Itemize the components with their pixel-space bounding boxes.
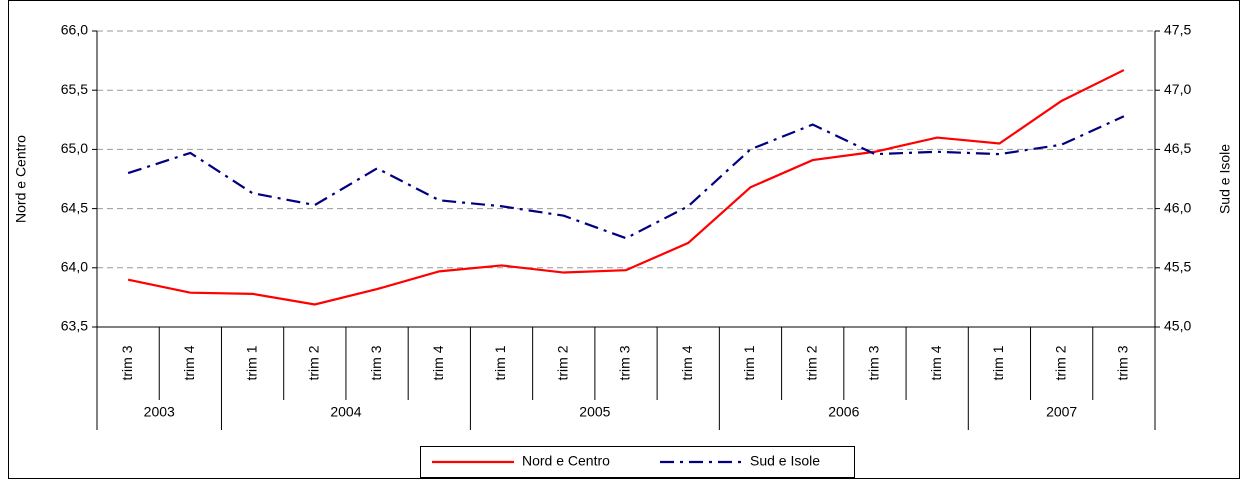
x-group-label: 2004 xyxy=(330,404,361,420)
x-tick-label: trim 3 xyxy=(368,345,384,380)
x-tick-label: trim 2 xyxy=(803,345,819,380)
y2-axis-title: Sud e Isole xyxy=(1217,144,1233,214)
series-line xyxy=(127,115,1125,240)
x-tick-label: trim 3 xyxy=(1115,345,1131,380)
x-tick-label: trim 1 xyxy=(990,345,1006,380)
y-tick-label: 66,0 xyxy=(61,22,88,38)
x-tick-label: trim 4 xyxy=(430,345,446,380)
x-tick-label: trim 3 xyxy=(617,345,633,380)
y2-tick-label: 45,5 xyxy=(1164,259,1191,275)
x-tick-label: trim 2 xyxy=(1052,345,1068,380)
x-tick-label: trim 3 xyxy=(866,345,882,380)
x-group-label: 2006 xyxy=(828,404,859,420)
x-tick-label: trim 3 xyxy=(119,345,135,380)
x-tick-label: trim 1 xyxy=(243,345,259,380)
y-tick-label: 64,5 xyxy=(61,199,88,215)
y2-tick-label: 47,0 xyxy=(1164,81,1191,97)
x-group-label: 2005 xyxy=(579,404,610,420)
x-tick-label: trim 4 xyxy=(928,345,944,380)
legend-label: Sud e Isole xyxy=(750,453,820,469)
x-group-label: 2003 xyxy=(144,404,175,420)
y2-tick-label: 46,0 xyxy=(1164,199,1191,215)
x-tick-label: trim 4 xyxy=(679,345,695,380)
x-tick-label: trim 4 xyxy=(181,345,197,380)
x-group-label: 2007 xyxy=(1046,404,1077,420)
x-tick-label: trim 1 xyxy=(492,345,508,380)
series-line xyxy=(127,69,1125,306)
y-tick-label: 63,5 xyxy=(61,318,88,334)
legend-label: Nord e Centro xyxy=(522,453,610,469)
y-tick-label: 65,5 xyxy=(61,81,88,97)
y2-tick-label: 45,0 xyxy=(1164,318,1191,334)
y2-tick-label: 46,5 xyxy=(1164,140,1191,156)
x-tick-label: trim 2 xyxy=(554,345,570,380)
y-tick-label: 65,0 xyxy=(61,140,88,156)
x-tick-label: trim 1 xyxy=(741,345,757,380)
y-axis-title: Nord e Centro xyxy=(13,135,29,223)
x-tick-label: trim 2 xyxy=(306,345,322,380)
y2-tick-label: 47,5 xyxy=(1164,22,1191,38)
y-tick-label: 64,0 xyxy=(61,259,88,275)
